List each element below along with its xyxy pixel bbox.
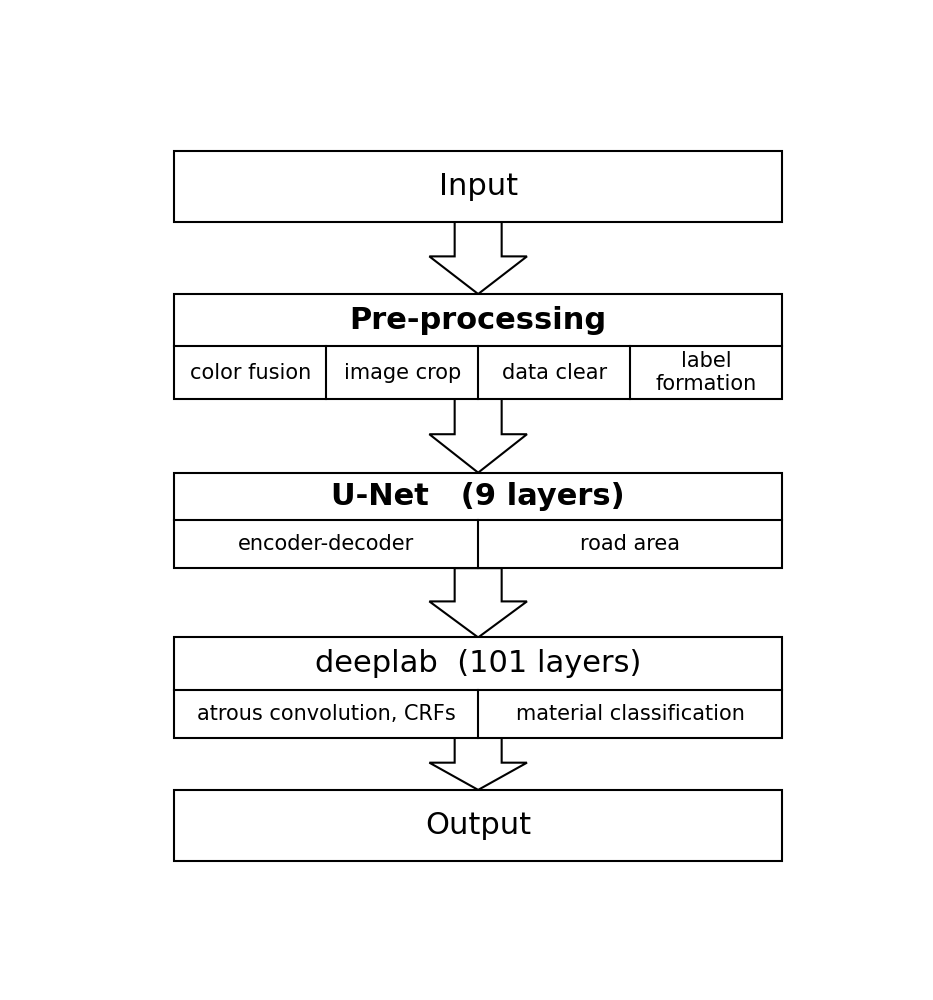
Text: color fusion: color fusion [189,363,311,383]
Text: image crop: image crop [343,363,461,383]
Bar [174,790,782,861]
Text: road area: road area [580,534,680,554]
Polygon shape [429,738,527,790]
Bar [174,151,782,222]
Text: atrous convolution, CRFs: atrous convolution, CRFs [197,704,455,724]
Bar [174,473,782,568]
Text: Input: Input [439,172,518,201]
Text: material classification: material classification [516,704,745,724]
Polygon shape [429,568,527,637]
Bar [174,294,782,399]
Text: data clear: data clear [502,363,606,383]
Text: label
formation: label formation [655,351,757,394]
Polygon shape [429,222,527,294]
Text: Output: Output [425,811,531,840]
Text: Pre-processing: Pre-processing [350,306,606,335]
Polygon shape [429,399,527,473]
Text: U-Net   (9 layers): U-Net (9 layers) [331,482,625,511]
Text: deeplab  (101 layers): deeplab (101 layers) [315,649,641,678]
Text: encoder-decoder: encoder-decoder [238,534,414,554]
Bar [174,637,782,738]
